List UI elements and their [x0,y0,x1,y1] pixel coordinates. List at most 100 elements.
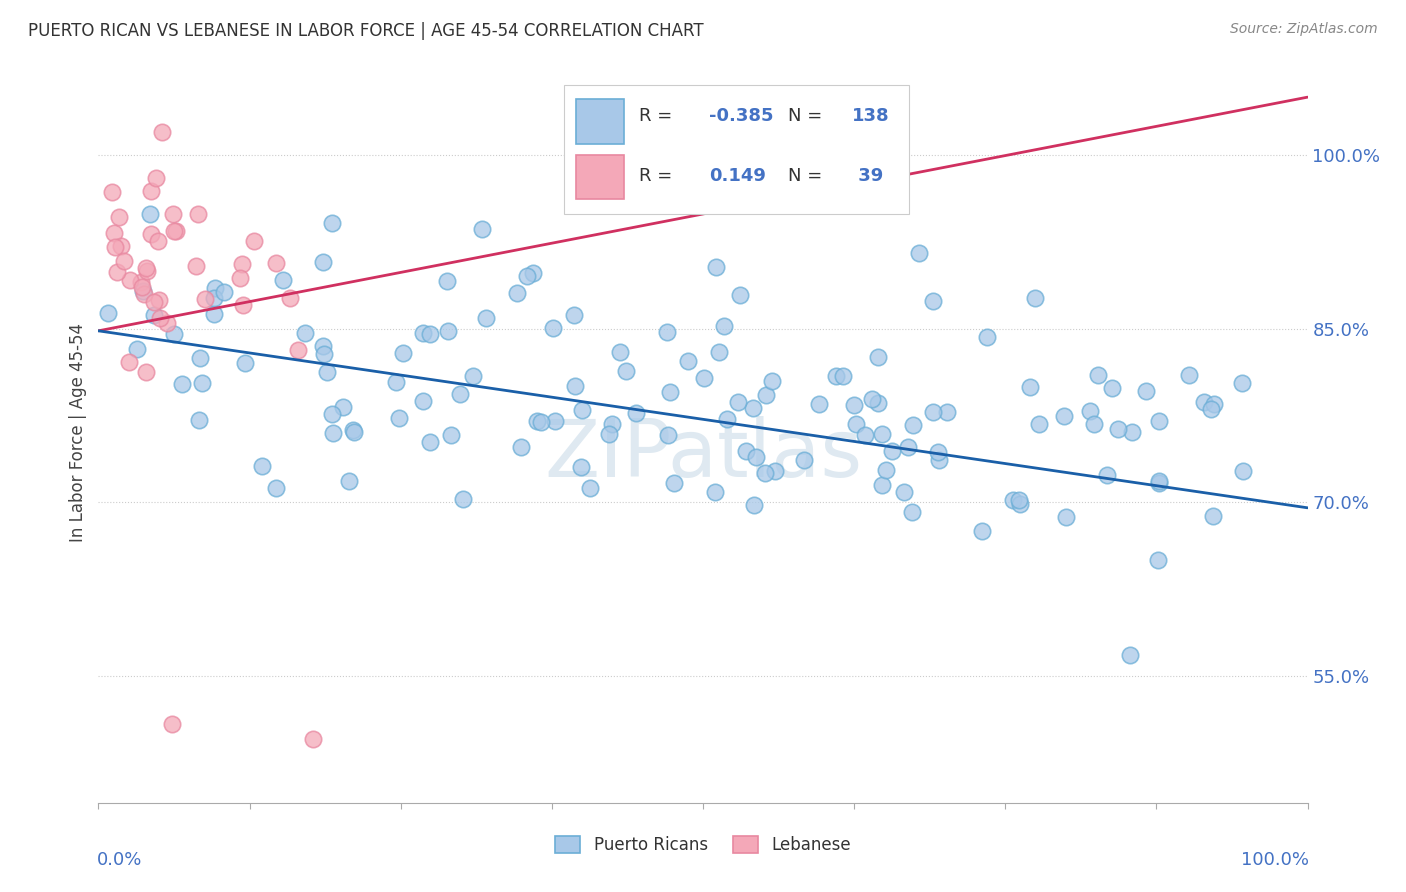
Point [231,257,253,271]
Point [1054,510,1077,524]
Point [337,475,360,489]
Point [664,476,686,491]
Point [162,207,184,221]
Point [139,227,162,242]
Point [1008,492,1031,507]
Point [101,185,124,199]
Point [108,211,131,225]
Point [202,307,225,321]
Point [972,524,994,538]
Point [1202,508,1225,523]
Point [1087,368,1109,382]
Point [1149,413,1171,427]
Point [544,414,567,428]
Point [516,269,538,284]
Point [1149,475,1171,490]
Y-axis label: In Labor Force | Age 45-54: In Labor Force | Age 45-54 [69,323,87,542]
Point [287,343,309,357]
Point [808,397,831,411]
Point [908,246,931,260]
Point [853,428,876,442]
Point [165,224,187,238]
Point [893,485,915,500]
Text: R =: R = [638,108,678,126]
Point [825,368,848,383]
Text: N =: N = [787,108,828,126]
Point [212,285,235,300]
Point [935,405,957,419]
Point [321,216,343,230]
Point [97,306,120,320]
Point [526,414,548,428]
Point [149,311,172,326]
Point [571,403,593,417]
Point [831,368,853,383]
Point [110,238,132,252]
Point [922,405,945,419]
Point [727,394,749,409]
Point [1147,474,1170,488]
Point [322,426,344,441]
Point [1121,425,1143,439]
Point [1019,380,1042,394]
Point [842,398,865,412]
Point [1119,648,1142,662]
Point [927,445,949,459]
Point [506,286,529,301]
Point [321,407,343,421]
Point [541,320,564,334]
Point [312,347,335,361]
Point [419,434,441,449]
Point [693,371,716,385]
Point [141,184,163,198]
Point [243,235,266,249]
Point [440,427,463,442]
Point [125,342,148,356]
Text: -0.385: -0.385 [709,108,773,126]
Point [1232,464,1254,478]
Point [385,375,408,389]
Point [264,481,287,495]
Point [184,259,207,273]
Point [1095,467,1118,482]
Point [897,440,920,454]
Point [868,396,890,410]
Point [569,459,592,474]
Point [676,354,699,368]
Point [343,425,366,439]
Point [657,428,679,442]
Point [614,364,637,378]
Point [312,339,335,353]
Point [342,423,364,437]
Point [609,345,631,359]
Text: 0.149: 0.149 [709,167,766,185]
Point [562,308,585,322]
Point [703,484,725,499]
Point [598,426,620,441]
Point [136,263,159,277]
Text: R =: R = [638,167,683,185]
Point [316,365,339,379]
Point [471,222,494,236]
Point [392,346,415,360]
Point [271,273,294,287]
Point [187,207,209,221]
Point [170,377,193,392]
Text: ZIPatlas: ZIPatlas [544,416,862,494]
Point [1024,291,1046,305]
Point [793,453,815,467]
Point [437,325,460,339]
Point [105,265,128,279]
Point [976,330,998,344]
Point [1080,404,1102,418]
Point [870,478,893,492]
Point [716,412,738,426]
Point [250,458,273,473]
Point [742,499,765,513]
Point [148,293,170,308]
Point [745,450,768,464]
Point [264,256,287,270]
Point [229,270,252,285]
Point [163,326,186,341]
Point [655,325,678,339]
